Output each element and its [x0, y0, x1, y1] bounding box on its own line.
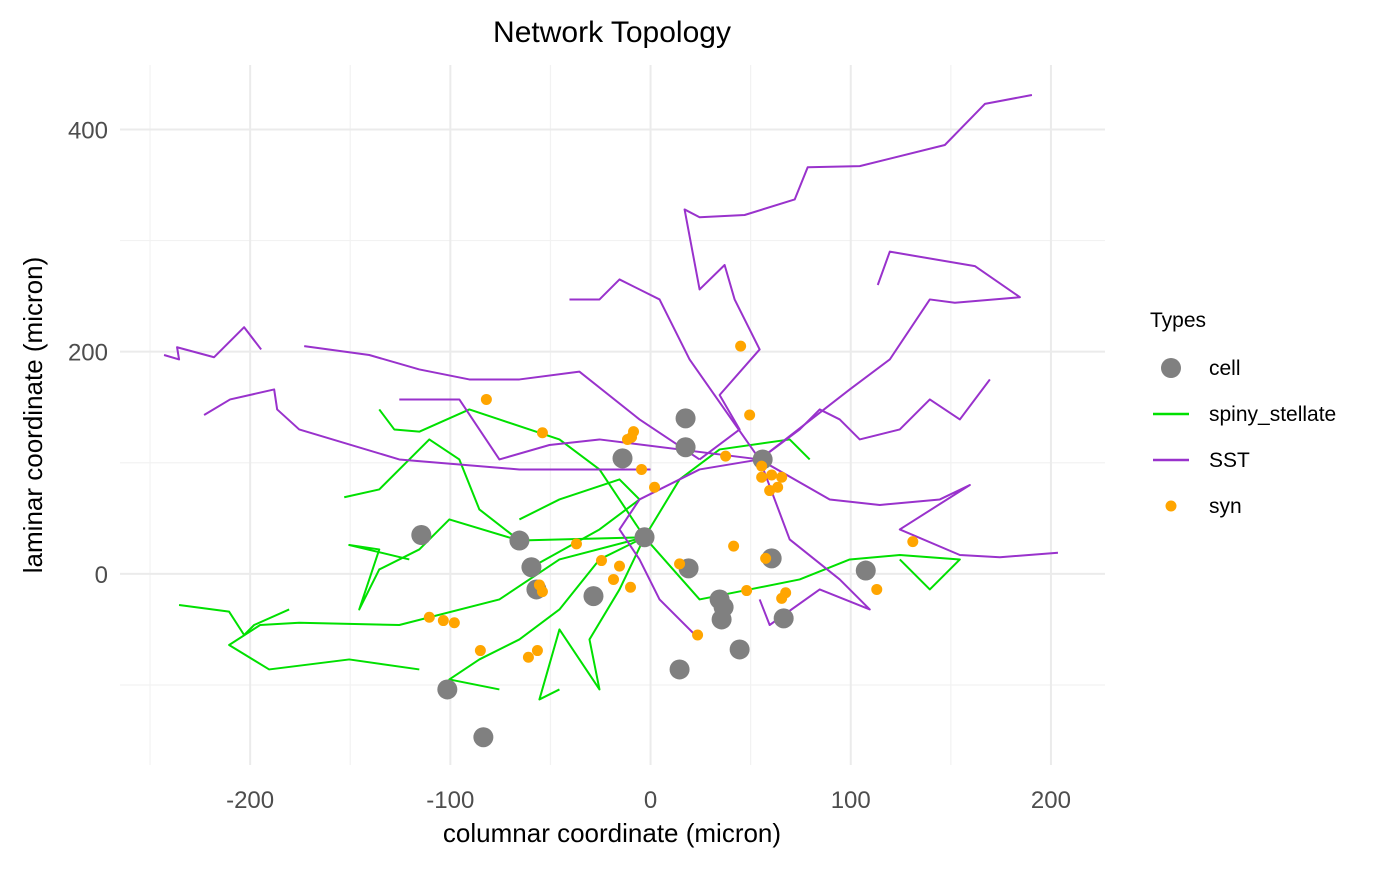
legend-label: syn — [1209, 495, 1242, 518]
cell-point — [675, 437, 696, 458]
syn-point — [570, 538, 582, 550]
syn-point — [756, 460, 768, 472]
x-tick-label: 200 — [1031, 787, 1071, 814]
SST-neurite — [759, 458, 1059, 559]
syn-point — [480, 393, 492, 405]
legend-label: SST — [1209, 449, 1250, 472]
syn-point — [608, 573, 620, 585]
legend-key-syn — [1165, 500, 1177, 512]
syn-point — [728, 540, 740, 552]
spiny_stellate-neurite — [228, 536, 645, 671]
cell-point — [521, 557, 542, 578]
spiny_stellate-neurite — [344, 438, 645, 542]
syn-point — [674, 558, 686, 570]
syn-point — [531, 645, 543, 657]
syn-point — [628, 426, 640, 438]
SST-neurite — [163, 326, 262, 361]
syn-point — [766, 469, 778, 481]
x-tick-label: 0 — [644, 787, 657, 814]
syn-point — [423, 611, 435, 623]
syn-point — [764, 485, 776, 497]
SST-neurite — [569, 278, 761, 461]
y-tick-label: 0 — [95, 562, 108, 589]
cell-point — [437, 679, 458, 700]
y-axis-label: laminar coordinate (micron) — [18, 257, 48, 573]
SST-neurite — [683, 94, 1033, 461]
syn-point — [595, 555, 607, 567]
syn-point — [776, 592, 788, 604]
spiny_stellate-neurite — [518, 478, 641, 569]
syn-point — [536, 427, 548, 439]
SST-neurite — [399, 398, 760, 461]
syn-point — [760, 552, 772, 564]
legend-label: spiny_stellate — [1209, 403, 1336, 426]
x-axis-label: columnar coordinate (micron) — [443, 818, 781, 848]
syn-point — [522, 651, 534, 663]
cell-point — [509, 530, 530, 551]
cell-point — [583, 586, 604, 607]
legend: Types cell spiny_stellate SST syn — [1150, 309, 1336, 518]
SST-neurite — [759, 378, 991, 461]
cell-point — [634, 527, 655, 548]
SST-neurite — [304, 345, 701, 461]
cell-point — [669, 659, 690, 680]
spiny_stellate-neurite — [178, 604, 290, 636]
y-tick-label: 200 — [68, 340, 108, 367]
syn-point — [744, 409, 756, 421]
syn-point — [622, 433, 634, 445]
spiny_stellate-neurite — [378, 408, 646, 538]
syn-point — [907, 536, 919, 548]
SST-neurite — [203, 388, 651, 471]
cell-point — [855, 560, 876, 581]
syn-point — [536, 586, 548, 598]
legend-label: cell — [1209, 357, 1241, 380]
x-tick-label: -100 — [426, 787, 474, 814]
syn-point — [614, 560, 626, 572]
spiny_stellate-neurite — [538, 536, 646, 701]
cell-point — [675, 408, 696, 429]
cell-point — [612, 448, 633, 469]
syn-point — [625, 581, 637, 593]
x-tick-label: -200 — [226, 787, 274, 814]
syn-point — [649, 481, 661, 493]
syn-point — [756, 471, 768, 483]
spiny_stellate-neurite — [643, 438, 811, 538]
spiny_stellate-neurite — [348, 518, 520, 611]
plot-marks — [163, 94, 1059, 748]
SST-neurite — [759, 250, 1021, 461]
y-tick-label: 400 — [68, 117, 108, 144]
cell-point — [711, 609, 732, 630]
syn-point — [692, 629, 704, 641]
syn-point — [735, 340, 747, 352]
spiny_stellate-neurite — [448, 536, 645, 691]
syn-point — [474, 645, 486, 657]
cell-point — [411, 525, 432, 545]
syn-point — [741, 585, 753, 597]
syn-point — [448, 617, 460, 629]
cell-point — [773, 608, 794, 629]
syn-point — [636, 463, 648, 475]
tick-labels: -200 -100 0 100 200 0 200 400 — [68, 117, 1071, 814]
syn-point — [776, 471, 788, 483]
SST-neurite — [618, 458, 760, 641]
legend-key-cell — [1161, 358, 1181, 378]
syn-point — [720, 450, 732, 462]
SST-neurite — [758, 459, 871, 626]
x-tick-label: 100 — [831, 787, 871, 814]
syn-point — [871, 583, 883, 595]
legend-title: Types — [1150, 309, 1206, 332]
chart-title: Network Topology — [493, 16, 731, 49]
cell-point — [729, 639, 750, 660]
grid — [120, 65, 1105, 765]
cell-point — [473, 727, 494, 748]
syn-point — [437, 615, 449, 627]
